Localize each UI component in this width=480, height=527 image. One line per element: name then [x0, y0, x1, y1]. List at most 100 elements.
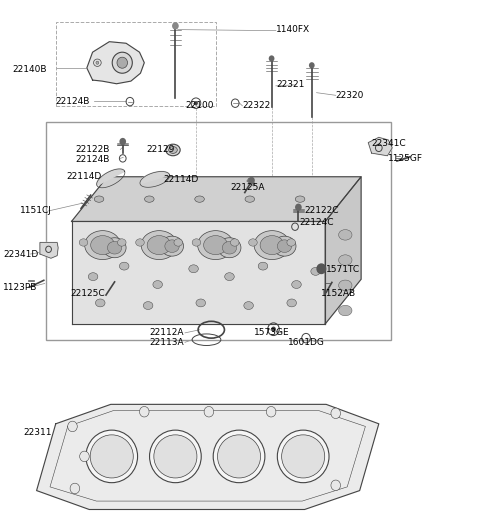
Circle shape [295, 203, 302, 211]
Ellipse shape [260, 236, 284, 255]
Polygon shape [325, 177, 361, 324]
Ellipse shape [150, 430, 201, 483]
Ellipse shape [204, 236, 228, 255]
Ellipse shape [287, 299, 297, 307]
Circle shape [266, 406, 276, 417]
Ellipse shape [258, 262, 268, 270]
Ellipse shape [96, 299, 105, 307]
Ellipse shape [244, 301, 253, 309]
Ellipse shape [217, 435, 261, 478]
Circle shape [204, 406, 214, 417]
Text: 22311: 22311 [24, 428, 52, 437]
Ellipse shape [112, 52, 132, 73]
Ellipse shape [189, 265, 198, 272]
Text: 22321: 22321 [276, 80, 304, 89]
Ellipse shape [154, 435, 197, 478]
Ellipse shape [245, 196, 254, 202]
Ellipse shape [230, 239, 239, 246]
Ellipse shape [218, 238, 241, 258]
Ellipse shape [91, 236, 115, 255]
Ellipse shape [94, 196, 104, 202]
Ellipse shape [144, 301, 153, 309]
Ellipse shape [147, 236, 171, 255]
Circle shape [140, 406, 149, 417]
Text: 22124B: 22124B [56, 97, 90, 106]
Ellipse shape [273, 236, 296, 256]
Text: 1151CJ: 1151CJ [20, 207, 52, 216]
Circle shape [269, 55, 275, 62]
Ellipse shape [79, 239, 88, 246]
Text: 1140FX: 1140FX [276, 25, 310, 34]
Ellipse shape [86, 430, 138, 483]
Ellipse shape [225, 272, 234, 280]
Text: 22129: 22129 [147, 145, 175, 154]
Ellipse shape [282, 435, 324, 478]
Ellipse shape [166, 144, 180, 156]
Text: 22124C: 22124C [300, 218, 335, 227]
Ellipse shape [254, 231, 290, 260]
Ellipse shape [338, 255, 352, 265]
Text: 22125C: 22125C [70, 289, 105, 298]
Ellipse shape [338, 305, 352, 316]
Ellipse shape [213, 430, 265, 483]
Polygon shape [87, 42, 144, 84]
Circle shape [331, 408, 340, 418]
Text: 22320: 22320 [336, 91, 364, 100]
Ellipse shape [277, 240, 292, 252]
Ellipse shape [165, 240, 179, 252]
Ellipse shape [196, 299, 205, 307]
Ellipse shape [136, 239, 144, 246]
Text: 1601DG: 1601DG [288, 338, 325, 347]
Ellipse shape [338, 280, 352, 290]
Ellipse shape [311, 267, 321, 275]
Ellipse shape [287, 239, 296, 246]
Text: 1571TC: 1571TC [326, 265, 360, 275]
Ellipse shape [88, 272, 98, 280]
Circle shape [331, 480, 340, 491]
Ellipse shape [117, 57, 128, 68]
Circle shape [172, 22, 179, 30]
Circle shape [309, 62, 315, 69]
Ellipse shape [292, 280, 301, 288]
Text: 1123PB: 1123PB [3, 282, 37, 291]
Ellipse shape [108, 241, 122, 254]
Ellipse shape [160, 236, 183, 256]
Ellipse shape [120, 262, 129, 270]
Ellipse shape [118, 239, 126, 246]
Text: 22112A: 22112A [149, 328, 183, 337]
Text: 22124B: 22124B [75, 155, 109, 164]
Text: 1152AB: 1152AB [322, 289, 357, 298]
Ellipse shape [90, 435, 133, 478]
Text: 22341D: 22341D [3, 250, 38, 259]
Polygon shape [368, 138, 392, 156]
Text: 1125GF: 1125GF [388, 154, 423, 163]
Ellipse shape [198, 231, 234, 260]
Ellipse shape [174, 239, 182, 246]
Text: 22113A: 22113A [149, 338, 184, 347]
Text: 22322: 22322 [242, 101, 271, 110]
Text: 22140B: 22140B [12, 64, 47, 74]
Circle shape [120, 138, 126, 145]
Text: 22122B: 22122B [75, 145, 109, 154]
Text: 22100: 22100 [185, 101, 214, 110]
Circle shape [248, 177, 255, 184]
Text: 22125A: 22125A [230, 183, 265, 192]
Ellipse shape [195, 196, 204, 202]
Circle shape [271, 327, 276, 332]
Ellipse shape [222, 241, 237, 254]
Ellipse shape [168, 147, 177, 153]
Polygon shape [140, 171, 169, 184]
Polygon shape [36, 404, 379, 510]
Ellipse shape [94, 59, 101, 66]
Circle shape [70, 483, 80, 494]
Ellipse shape [295, 196, 305, 202]
Ellipse shape [338, 230, 352, 240]
Circle shape [317, 264, 325, 274]
Polygon shape [40, 242, 58, 258]
Circle shape [80, 451, 89, 462]
Text: 22341C: 22341C [372, 139, 406, 148]
Polygon shape [72, 221, 325, 324]
Text: 1573GE: 1573GE [254, 328, 290, 337]
Bar [46, 122, 391, 340]
Circle shape [68, 421, 77, 432]
